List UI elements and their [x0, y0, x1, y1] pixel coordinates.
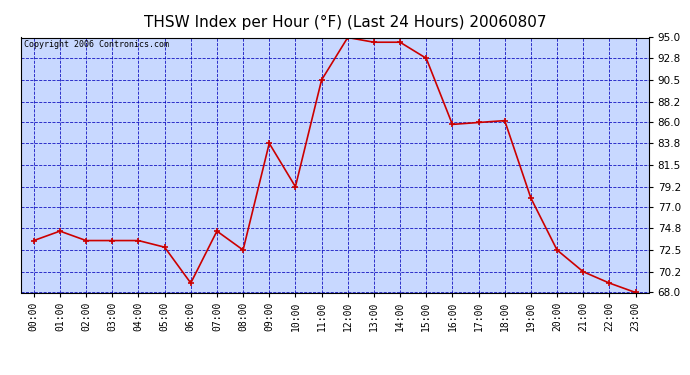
Text: THSW Index per Hour (°F) (Last 24 Hours) 20060807: THSW Index per Hour (°F) (Last 24 Hours)…: [144, 15, 546, 30]
Text: Copyright 2006 Contronics.com: Copyright 2006 Contronics.com: [24, 40, 169, 49]
